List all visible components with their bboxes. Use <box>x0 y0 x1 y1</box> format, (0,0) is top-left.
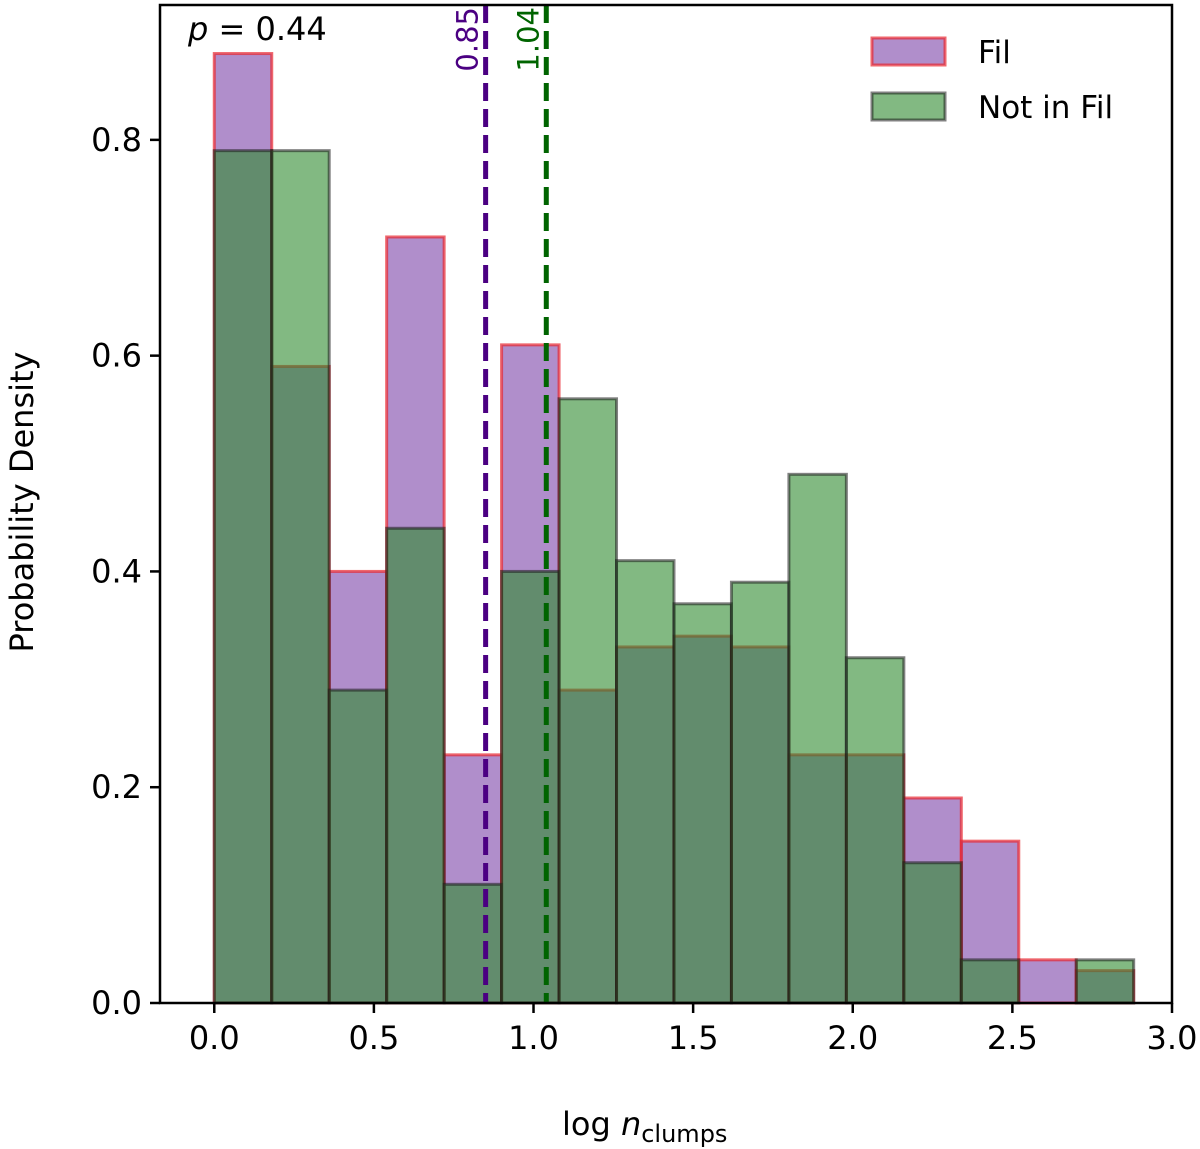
legend-label-fil: Fil <box>978 35 1011 71</box>
x-axis-label-main: log <box>562 1105 621 1143</box>
x-tick-label-4: 2.0 <box>827 1019 878 1057</box>
x-tick-label-6: 3.0 <box>1147 1019 1198 1057</box>
bar-not-in-fil-12 <box>902 861 963 1005</box>
bar-not-in-fil-0 <box>212 149 274 1005</box>
y-tick-label-1: 0.2 <box>91 768 142 806</box>
series-not-in-fil <box>212 149 1136 1005</box>
bar-not-in-fil-9 <box>729 580 791 1005</box>
y-tick-label-2: 0.4 <box>91 552 142 590</box>
bar-not-in-fil-7 <box>615 559 676 1005</box>
x-axis-label-subscript: clumps <box>641 1120 727 1148</box>
bar-not-in-fil-13 <box>959 958 1021 1005</box>
bar-not-in-fil-3 <box>385 526 446 1005</box>
bar-not-in-fil-11 <box>844 656 906 1005</box>
legend-label-not-in-fil: Not in Fil <box>978 90 1113 126</box>
bar-not-in-fil-1 <box>270 149 331 1005</box>
bar-not-in-fil-10 <box>787 472 848 1005</box>
x-tick-label-3: 1.5 <box>668 1019 719 1057</box>
y-tick-label-3: 0.6 <box>91 337 142 375</box>
legend-swatch-not-in-fil <box>870 91 947 122</box>
bar-not-in-fil-15 <box>1074 958 1136 1005</box>
p-value-symbol: p <box>187 10 208 48</box>
x-tick-label-1: 0.5 <box>348 1019 399 1057</box>
y-axis-label: Probability Density <box>3 352 41 653</box>
plot-frame <box>158 3 1174 1005</box>
median-label-not-in-fil: 1.04 <box>511 7 545 72</box>
bar-not-in-fil-8 <box>672 602 733 1005</box>
x-tick-label-5: 2.5 <box>987 1019 1038 1057</box>
median-lines: 0.85 1.04 <box>451 5 549 1003</box>
bar-not-in-fil-4 <box>442 882 504 1005</box>
median-label-fil: 0.85 <box>451 7 485 72</box>
x-axis-label: log nclumps <box>562 1105 727 1148</box>
bars-layer <box>212 52 1136 1005</box>
legend-swatch-fil <box>870 36 947 67</box>
x-tick-label-2: 1.0 <box>508 1019 559 1057</box>
x-axis-label-italic: n <box>621 1105 641 1143</box>
p-value-annotation: p = 0.44 <box>187 10 327 48</box>
bar-not-in-fil-6 <box>557 397 619 1005</box>
x-tick-label-0: 0.0 <box>189 1019 240 1057</box>
axes: 0.0 0.5 1.0 1.5 2.0 2.5 3.0 0.0 0.2 0.4 0.6 0.8 <box>91 3 1198 1057</box>
bar-not-in-fil-2 <box>327 688 389 1005</box>
p-value-text: = 0.44 <box>208 10 326 48</box>
y-tick-label-4: 0.8 <box>91 121 142 159</box>
y-tick-label-0: 0.0 <box>91 984 142 1022</box>
bar-not-in-fil-5 <box>500 569 561 1005</box>
legend: Fil Not in Fil <box>870 35 1113 126</box>
bar-fil-14 <box>1017 958 1078 1005</box>
